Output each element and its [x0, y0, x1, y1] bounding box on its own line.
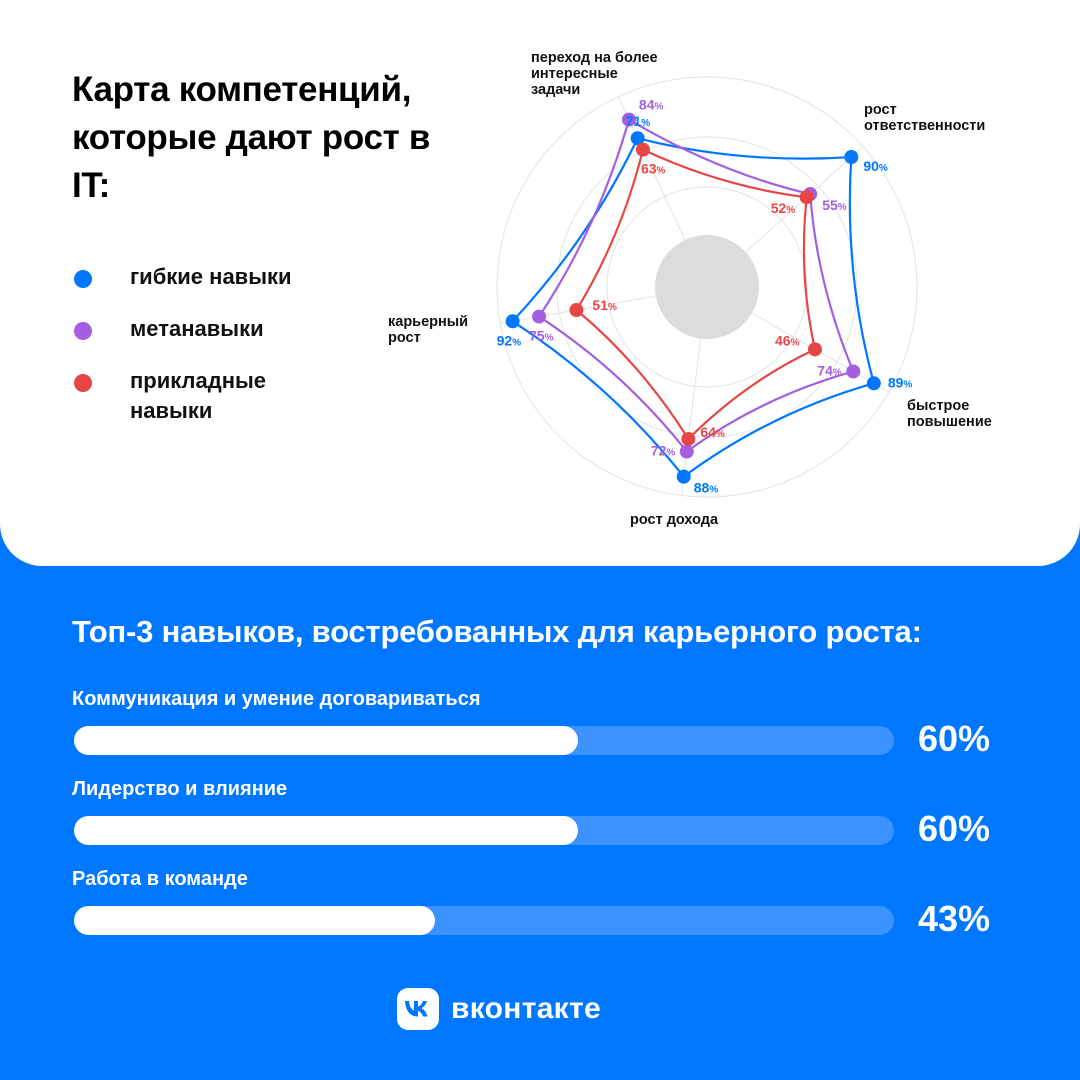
- axis-label: рост ответственности: [864, 102, 985, 134]
- data-point: [569, 303, 584, 318]
- data-label: 88%: [694, 480, 719, 496]
- top-skills-title: Топ-3 навыков, востребованных для карьер…: [72, 614, 922, 649]
- series-line-1: [537, 118, 855, 454]
- data-point: [681, 431, 696, 446]
- data-label: 63%: [641, 161, 666, 177]
- bar-row: Коммуникация и умение договариваться 60%: [72, 688, 1012, 759]
- page-title: Карта компетенций, которые дают рост в I…: [72, 70, 431, 205]
- brand-name: вконтакте: [451, 992, 601, 1025]
- data-point: [630, 131, 645, 146]
- data-label: 84%: [639, 97, 664, 113]
- grid-ring: [606, 186, 808, 388]
- vk-logo: вконтакте: [397, 988, 601, 1030]
- axis-label: переход на более интересные задачи: [531, 50, 658, 98]
- data-point: [621, 112, 636, 127]
- bar-value: 60%: [918, 808, 991, 849]
- series-line-0: [510, 137, 876, 479]
- data-point: [807, 342, 822, 357]
- bar-fill: [74, 816, 579, 845]
- data-label: 75%: [529, 328, 554, 344]
- vk-logo-icon: [397, 988, 439, 1030]
- data-point: [679, 444, 694, 459]
- bar-label: Коммуникация и умение договариваться: [72, 688, 481, 710]
- data-label: 51%: [592, 297, 617, 313]
- legend-item-applied-skills: прикладные навыки: [72, 366, 320, 426]
- axis-label: рост дохода: [630, 512, 719, 528]
- legend-item-soft-skills: гибкие навыки: [72, 262, 320, 292]
- series-line-2: [574, 148, 817, 441]
- data-point: [844, 150, 859, 165]
- data-label: 64%: [700, 424, 725, 440]
- legend-dot: [74, 374, 92, 392]
- data-label: 71%: [626, 113, 651, 129]
- data-point: [866, 376, 881, 391]
- bar-track: [74, 906, 894, 935]
- legend: гибкие навыки метанавыки прикладные навы…: [72, 262, 320, 448]
- data-point: [532, 309, 547, 324]
- data-label: 46%: [775, 332, 800, 348]
- bar-row: Лидерство и влияние 60%: [72, 778, 1012, 849]
- data-label: 89%: [888, 374, 913, 390]
- axis-label: карьерный рост: [388, 314, 468, 346]
- data-label: 72%: [651, 443, 676, 459]
- data-point: [799, 190, 814, 205]
- legend-dot: [74, 322, 92, 340]
- bar-value: 60%: [918, 718, 991, 759]
- chart-card: [0, 0, 1080, 566]
- data-label: 52%: [771, 200, 796, 216]
- axis-label: быстрое повышение: [907, 398, 992, 430]
- grid-ring: [496, 76, 918, 498]
- legend-dot: [74, 270, 92, 288]
- legend-item-meta-skills: метанавыки: [72, 314, 320, 344]
- data-label: 74%: [817, 362, 842, 378]
- bar-label: Работа в команде: [72, 868, 248, 890]
- data-label: 90%: [863, 158, 888, 174]
- bar-fill: [74, 726, 579, 755]
- bar-label: Лидерство и влияние: [72, 778, 288, 800]
- radar-chart: 71% 90% 89% 88% 92% 84% 55% 74% 72% 75% 63% 52% 46% 6…: [388, 50, 992, 528]
- legend-label: прикладные навыки: [130, 368, 267, 423]
- bar-fill: [74, 906, 436, 935]
- center-hole: [655, 235, 759, 339]
- data-point: [676, 469, 691, 484]
- data-label: 92%: [497, 332, 522, 348]
- bar-track: [74, 816, 894, 845]
- bar-value: 43%: [918, 898, 991, 939]
- bar-row: Работа в команде 43%: [72, 868, 1012, 939]
- data-point: [505, 314, 520, 329]
- data-point: [846, 364, 861, 379]
- data-point: [635, 142, 650, 157]
- grid-spoke: [680, 338, 702, 496]
- legend-label: метанавыки: [130, 316, 264, 341]
- bar-track: [74, 726, 894, 755]
- data-label: 55%: [822, 197, 847, 213]
- legend-label: гибкие навыки: [130, 264, 292, 289]
